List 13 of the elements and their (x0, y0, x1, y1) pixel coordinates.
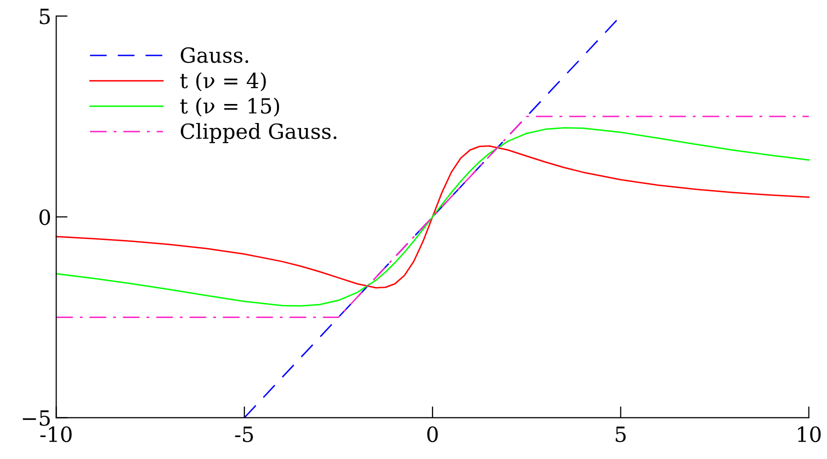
y-tick-label: 5 (40, 8, 50, 24)
x-tick-label: -5 (235, 426, 253, 442)
y-tick-label: 0 (39, 209, 50, 226)
x-tick-label: 5 (616, 426, 626, 442)
legend-label: Clipped Gauss. (180, 122, 336, 144)
x-tick-label: -10 (40, 426, 72, 442)
line-series (56, 145, 810, 288)
x-tick-label: 0 (427, 426, 438, 442)
legend-label: Gauss. (180, 47, 248, 63)
x-tick-label: 10 (798, 426, 821, 442)
legend-label: t (ν = 4) (180, 72, 266, 92)
y-tick-label: −5 (22, 410, 50, 426)
legend-label: t (ν = 15) (180, 98, 280, 117)
